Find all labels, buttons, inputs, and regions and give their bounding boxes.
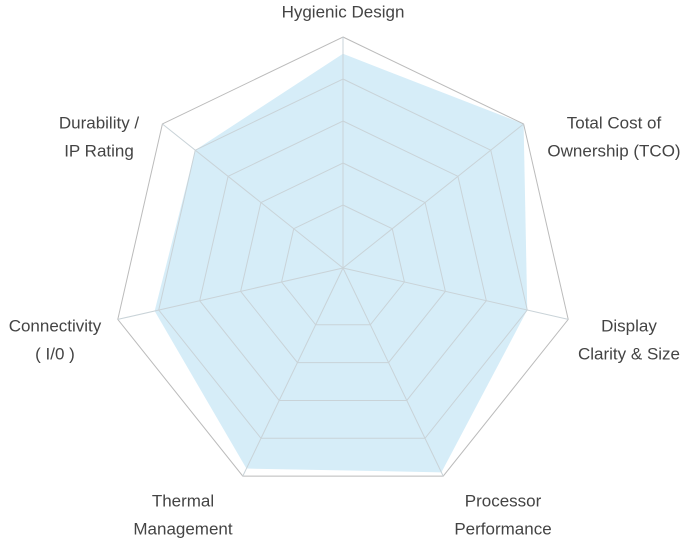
axis-label: Clarity & Size: [578, 344, 680, 363]
grid-ring: [199, 120, 487, 401]
axis-spoke: [342, 267, 569, 320]
grid-ring: [240, 162, 446, 364]
grid-ring: [281, 204, 405, 326]
axis-label: Thermal: [152, 491, 214, 510]
axis-label: ( I/0 ): [35, 344, 75, 363]
axis-label: Total Cost of: [567, 113, 662, 132]
axis-label: Ownership (TCO): [547, 141, 680, 160]
axis-label: Performance: [454, 519, 551, 538]
axis-label: Processor: [465, 491, 542, 510]
grid-ring: [117, 36, 569, 477]
axis-label: IP Rating: [64, 141, 134, 160]
grid-ring: [158, 78, 528, 439]
axis-label: Management: [133, 519, 233, 538]
axis-spoke: [342, 123, 524, 269]
axis-spoke: [342, 267, 444, 477]
axis-spoke: [242, 267, 344, 477]
axis-label: Hygienic Design: [282, 2, 405, 21]
axis-spoke: [117, 267, 344, 320]
axis-spoke: [162, 123, 344, 269]
axis-label: Connectivity: [9, 316, 102, 335]
axis-label: Display: [601, 316, 657, 335]
axis-label: Durability /: [59, 113, 140, 132]
radar-area: [154, 53, 528, 473]
